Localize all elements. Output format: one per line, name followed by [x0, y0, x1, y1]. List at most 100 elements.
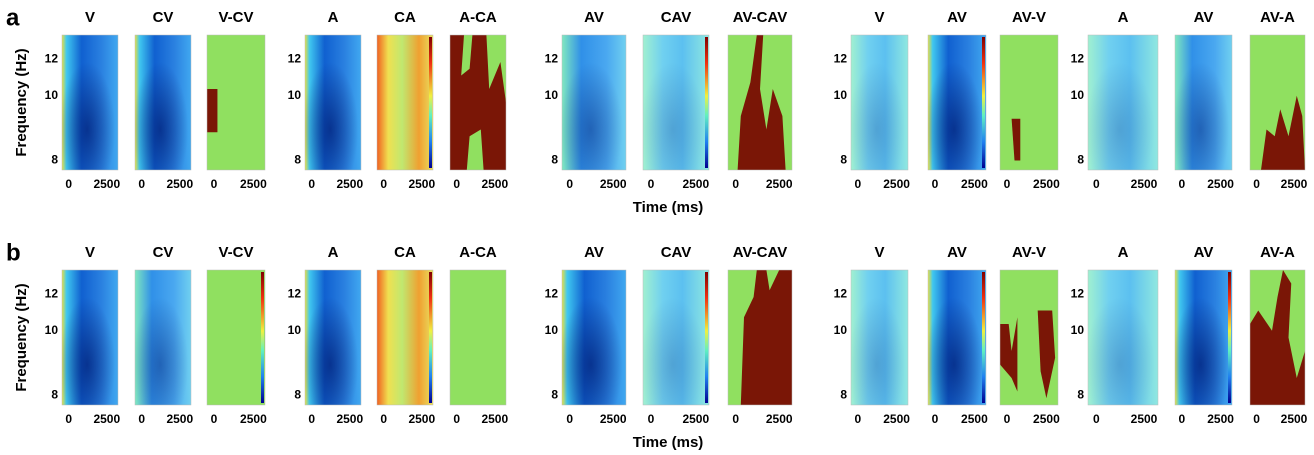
- plot-title: AV: [947, 9, 967, 26]
- significant-region: [1000, 317, 1018, 392]
- y-axis-label: Frequency (Hz): [13, 283, 30, 391]
- y-tick-label: 8: [294, 388, 301, 402]
- x-tick-label: 0: [1093, 177, 1100, 191]
- colorbar: [705, 272, 708, 403]
- heatmap: [450, 270, 506, 405]
- plot-title: V: [85, 9, 95, 26]
- significant-region: [1261, 95, 1305, 170]
- x-tick-label: 2500: [1281, 177, 1308, 191]
- significant-region: [207, 89, 218, 133]
- x-tick-label: 2500: [336, 412, 363, 426]
- x-tick-label: 2500: [240, 412, 267, 426]
- x-tick-label: 0: [1178, 177, 1185, 191]
- plot-title: A: [328, 9, 339, 26]
- x-tick-label: 2500: [93, 412, 120, 426]
- plot-frame: [561, 269, 627, 406]
- heatmap-shade: [305, 270, 361, 405]
- x-tick-label: 0: [308, 412, 315, 426]
- x-tick-label: 2500: [408, 177, 435, 191]
- significant-region: [737, 35, 786, 170]
- plot-title: V: [874, 9, 884, 26]
- y-tick-label: 10: [45, 88, 59, 102]
- heatmap-shade: [562, 35, 626, 170]
- plot-frame: [1087, 34, 1159, 171]
- x-tick-label: 2500: [1131, 177, 1158, 191]
- x-tick-label: 0: [1178, 412, 1185, 426]
- x-tick-label: 2500: [961, 412, 988, 426]
- plot-frame: [449, 34, 507, 171]
- heatmap-shade: [928, 35, 986, 170]
- plot-frame: [850, 34, 909, 171]
- x-tick-label: 2500: [1033, 412, 1060, 426]
- y-tick-label: 8: [294, 153, 301, 167]
- heatmap-shade: [851, 35, 908, 170]
- plot-frame: [999, 269, 1059, 406]
- plot-frame: [850, 269, 909, 406]
- plot-title: V: [85, 244, 95, 261]
- heatmap: [207, 270, 265, 405]
- plot-title: A-CA: [459, 244, 497, 261]
- plot-title: V-CV: [218, 244, 253, 261]
- y-tick-label: 10: [834, 88, 848, 102]
- x-tick-label: 2500: [1207, 177, 1234, 191]
- x-tick-label: 0: [1253, 412, 1260, 426]
- x-tick-label: 2500: [1281, 412, 1308, 426]
- plot-frame: [999, 34, 1059, 171]
- x-tick-label: 2500: [481, 412, 508, 426]
- plot-title: CA: [394, 244, 416, 261]
- x-tick-label: 0: [211, 412, 218, 426]
- plot-frame: [927, 269, 987, 406]
- y-tick-label: 10: [834, 323, 848, 337]
- x-tick-label: 2500: [408, 412, 435, 426]
- x-tick-label: 0: [380, 412, 387, 426]
- plot-frame: [561, 34, 627, 171]
- x-tick-label: 2500: [883, 412, 910, 426]
- plot-frame: [376, 34, 434, 171]
- x-tick-label: 0: [138, 412, 145, 426]
- plot-frame: [134, 34, 192, 171]
- y-tick-label: 12: [288, 286, 302, 300]
- x-tick-label: 2500: [600, 412, 627, 426]
- colorbar: [982, 37, 985, 168]
- plot-title: AV: [584, 9, 604, 26]
- heatmap-shade: [1175, 270, 1232, 405]
- heatmap: [1000, 35, 1058, 170]
- significant-region: [1250, 270, 1305, 405]
- y-tick-label: 8: [551, 388, 558, 402]
- plot-title: AV-V: [1012, 244, 1046, 261]
- plot-frame: [727, 269, 793, 406]
- plot-frame: [304, 269, 362, 406]
- x-tick-label: 2500: [1207, 412, 1234, 426]
- y-tick-label: 8: [1077, 153, 1084, 167]
- heatmap-shade: [643, 270, 709, 405]
- y-tick-label: 12: [45, 51, 59, 65]
- y-tick-label: 10: [288, 323, 302, 337]
- plot-frame: [1249, 269, 1306, 406]
- plot-frame: [1249, 34, 1306, 171]
- colorbar: [429, 272, 432, 403]
- plot-frame: [304, 34, 362, 171]
- plot-title: CA: [394, 9, 416, 26]
- y-tick-label: 8: [51, 153, 58, 167]
- plot-frame: [1087, 269, 1159, 406]
- heatmap-shade: [928, 270, 986, 405]
- panel-label: a: [6, 4, 20, 31]
- y-tick-label: 10: [45, 323, 59, 337]
- heatmap-shade: [305, 35, 361, 170]
- x-tick-label: 0: [932, 177, 939, 191]
- heatmap-shade: [1175, 35, 1232, 170]
- significant-region: [450, 35, 506, 170]
- plot-title: V-CV: [218, 9, 253, 26]
- plot-frame: [206, 34, 266, 171]
- x-tick-label: 0: [308, 177, 315, 191]
- y-tick-label: 10: [288, 88, 302, 102]
- x-tick-label: 2500: [93, 177, 120, 191]
- plot-title: A: [328, 244, 339, 261]
- x-tick-label: 2500: [166, 177, 193, 191]
- x-tick-label: 0: [1093, 412, 1100, 426]
- x-tick-label: 0: [1253, 177, 1260, 191]
- y-tick-label: 12: [545, 51, 559, 65]
- y-tick-label: 12: [545, 286, 559, 300]
- plot-title: A: [1118, 9, 1129, 26]
